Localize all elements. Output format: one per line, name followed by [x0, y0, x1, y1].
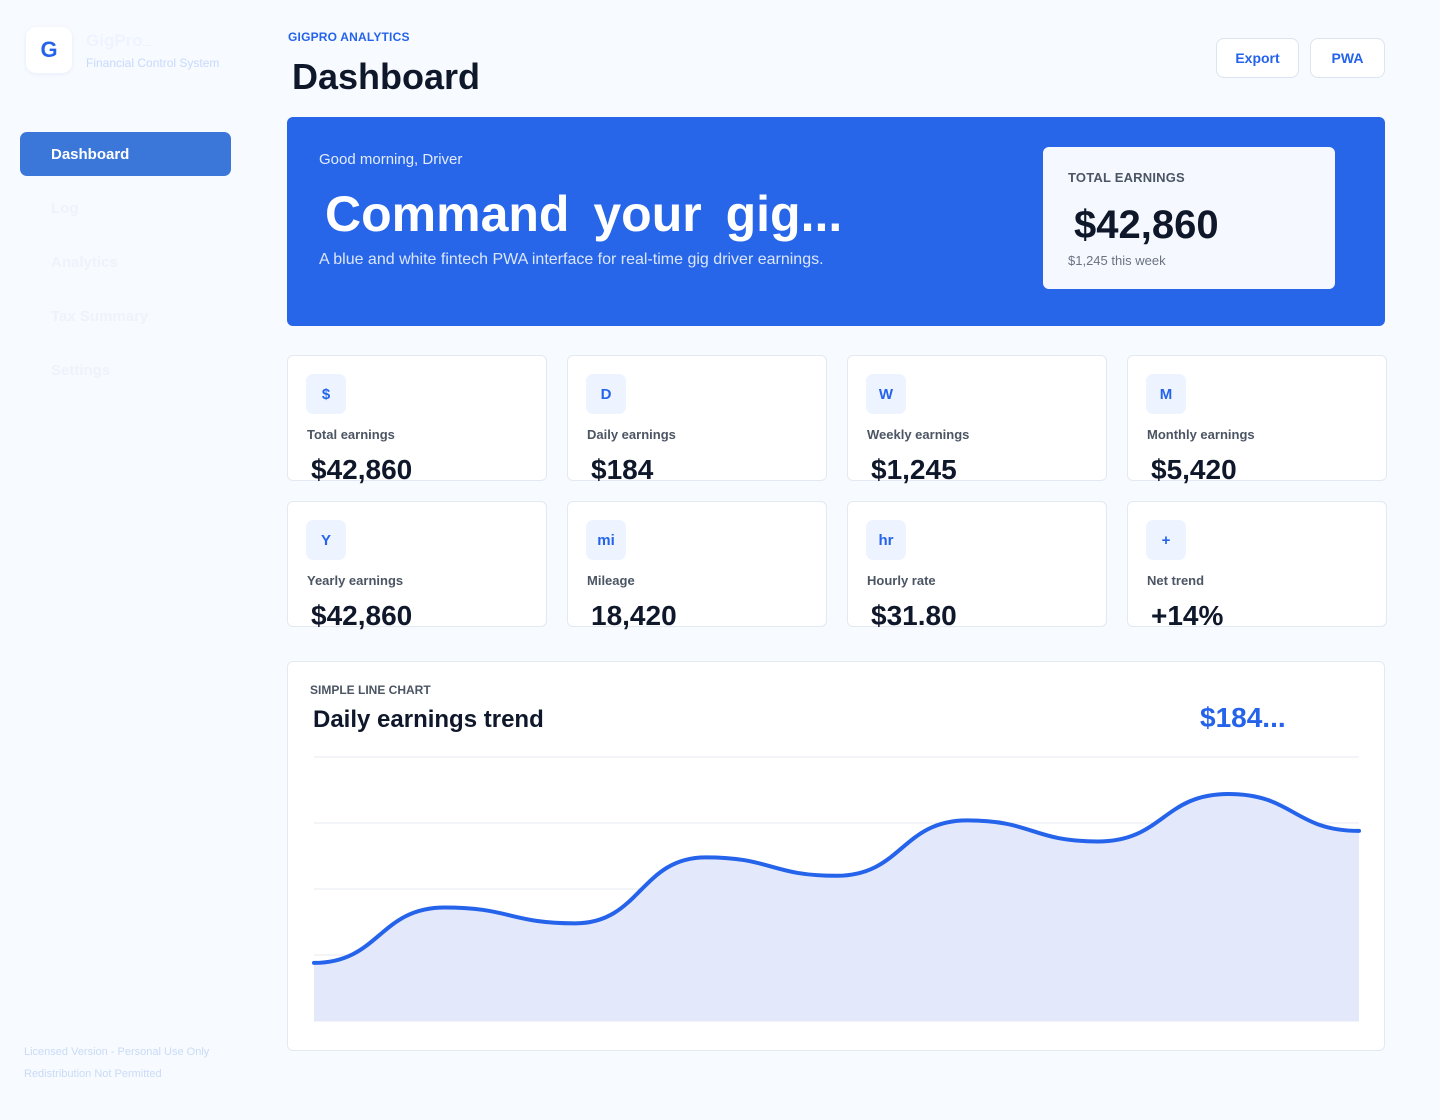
brand-text: GigPro... Financial Control System	[86, 31, 219, 70]
stat-value: $42,860	[311, 600, 413, 631]
stat-label: Monthly earnings	[1147, 427, 1255, 442]
stat-card-mileage: mi Mileage 18,420	[567, 501, 827, 631]
sidebar-item-dashboard[interactable]: Dashboard	[20, 132, 231, 176]
sidebar-item-log[interactable]: Log	[51, 199, 79, 217]
total-earnings-value: $42,860	[1074, 203, 1219, 247]
line-chart	[312, 756, 1361, 1022]
chart-panel: SIMPLE LINE CHART Daily earnings trend $…	[287, 661, 1385, 1051]
page-eyebrow: GIGPRO ANALYTICS	[288, 30, 410, 44]
stat-value: $31.80	[871, 600, 957, 631]
hourly-icon: hr	[866, 520, 906, 560]
hero-banner: Good morning, Driver Command your gig...…	[287, 117, 1385, 326]
hero-title: Command your gig...	[325, 186, 843, 242]
brand-subtitle: Financial Control System	[86, 56, 220, 70]
stat-label: Mileage	[587, 573, 635, 588]
brand-logo-letter: G	[40, 37, 58, 62]
chart-eyebrow: SIMPLE LINE CHART	[310, 683, 431, 697]
monthly-icon: M	[1146, 374, 1186, 414]
daily-icon: D	[586, 374, 626, 414]
stat-label: Yearly earnings	[307, 573, 404, 588]
stat-label: Total earnings	[307, 427, 395, 442]
sidebar-item-analytics[interactable]: Analytics	[51, 253, 118, 271]
hero-greeting: Good morning, Driver	[319, 151, 463, 168]
weekly-icon: W	[866, 374, 906, 414]
sidebar-item-settings[interactable]: Settings	[51, 361, 111, 379]
plus-icon: +	[1146, 520, 1186, 560]
mileage-icon: mi	[586, 520, 626, 560]
license-line-2: Redistribution Not Permitted	[24, 1068, 162, 1080]
hero-subtitle: A blue and white fintech PWA interface f…	[319, 251, 824, 268]
total-earnings-label: TOTAL EARNINGS	[1068, 170, 1185, 185]
license-notice: Licensed Version - Personal Use Only Red…	[24, 1041, 209, 1085]
brand-logo[interactable]: G	[26, 27, 72, 73]
brand-name: GigPro...	[86, 31, 219, 54]
total-earnings-week: $1,245 this week	[1068, 253, 1166, 268]
stat-card-monthly-earnings: M Monthly earnings $5,420	[1127, 355, 1387, 485]
stat-value: $42,860	[311, 454, 413, 485]
sidebar-nav: Dashboard Log Analytics Tax Summary Sett…	[20, 132, 231, 402]
sidebar: G GigPro... Financial Control System Das…	[0, 0, 252, 1120]
stat-card-yearly-earnings: Y Yearly earnings $42,860	[287, 501, 547, 631]
stat-label: Daily earnings	[587, 427, 676, 442]
brand-name-suffix: ...	[142, 38, 152, 49]
sidebar-item-tax-summary[interactable]: Tax Summary	[51, 307, 149, 325]
stat-card-hourly-rate: hr Hourly rate $31.80	[847, 501, 1107, 631]
brand-name-text: GigPro	[86, 31, 143, 50]
stat-card-daily-earnings: D Daily earnings $184	[567, 355, 827, 485]
chart-series-line	[312, 791, 1361, 965]
chart-headline-figure: $184...	[1200, 702, 1286, 733]
chart-title: Daily earnings trend	[313, 706, 544, 733]
stat-value: 18,420	[591, 600, 677, 631]
stat-card-net-trend: + Net trend +14%	[1127, 501, 1387, 631]
stat-value: +14%	[1151, 600, 1224, 631]
chart-area	[314, 793, 1359, 1021]
stat-card-total-earnings: $ Total earnings $42,860	[287, 355, 547, 485]
stat-label: Weekly earnings	[867, 427, 970, 442]
yearly-icon: Y	[306, 520, 346, 560]
stat-card-weekly-earnings: W Weekly earnings $1,245	[847, 355, 1107, 485]
stat-label: Net trend	[1147, 573, 1205, 588]
stat-label: Hourly rate	[867, 573, 936, 588]
total-earnings-card: TOTAL EARNINGS $42,860 $1,245 this week	[1043, 147, 1335, 289]
stat-value: $184	[591, 454, 654, 485]
license-line-1: Licensed Version - Personal Use Only	[24, 1046, 210, 1058]
page-title: Dashboard	[292, 56, 481, 97]
stat-value: $5,420	[1151, 454, 1237, 485]
export-button[interactable]: Export	[1216, 38, 1299, 78]
dollar-icon: $	[306, 374, 346, 414]
brand: G GigPro... Financial Control System	[26, 27, 219, 73]
stat-value: $1,245	[871, 454, 957, 485]
pwa-button[interactable]: PWA	[1310, 38, 1385, 78]
